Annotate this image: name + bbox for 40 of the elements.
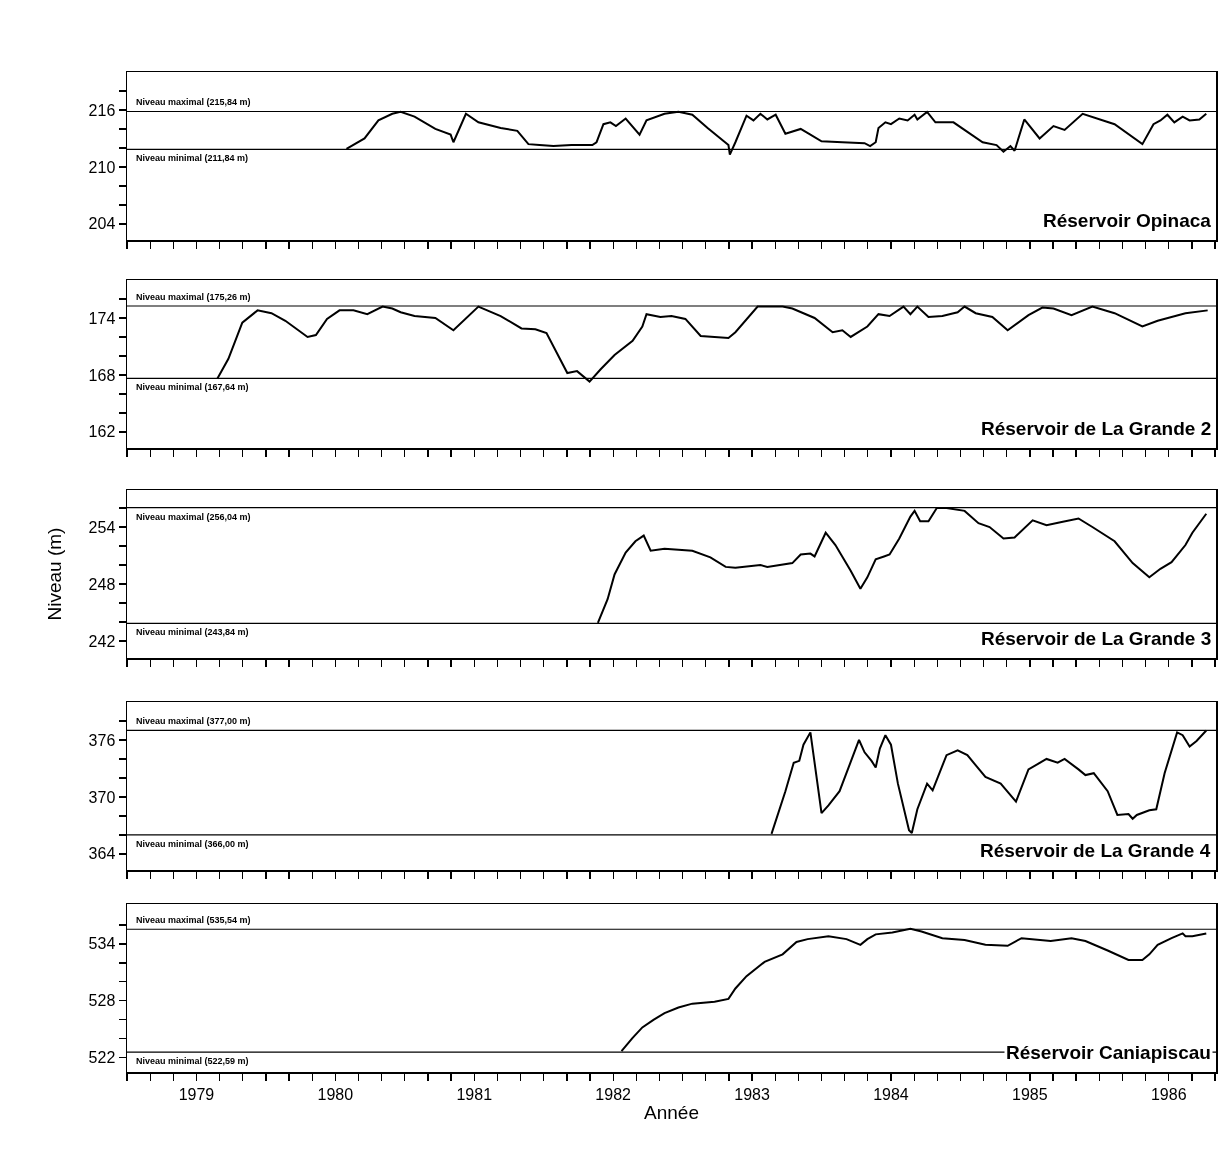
ref-line-label: Niveau maximal (535,54 m) [136,915,251,925]
ref-line-label: Niveau maximal (256,04 m) [136,512,251,522]
x-tick-label: 1984 [873,1085,909,1103]
ref-line-label: Niveau minimal (211,84 m) [136,153,249,163]
x-tick-label: 1980 [317,1085,354,1103]
x-tick-label: 1986 [1150,1085,1187,1103]
text: Réservoir Caniapiscau [1006,1042,1211,1063]
x-tick-label: 1982 [595,1085,632,1103]
y-tick-label: 254 [88,518,116,536]
ref-line-label: Niveau maximal (215,84 m) [136,97,251,107]
ref-line-label: Niveau minimal (167,64 m) [136,382,249,392]
y-tick-label: 534 [88,935,116,953]
x-tick-label: 1981 [456,1085,493,1103]
x-tick-label: 1983 [734,1085,770,1103]
ref-line-label: Niveau minimal (243,84 m) [136,627,249,637]
x-tick-label: 1979 [178,1085,215,1103]
y-tick-label: 204 [88,215,116,233]
ref-line-label: Niveau maximal (175,26 m) [136,292,251,302]
x-axis-title: Année [644,1102,699,1124]
y-tick-label: 248 [88,575,116,593]
y-tick-label: 370 [88,788,116,806]
y-tick-label: 376 [88,731,116,749]
ref-line-label: Niveau maximal (377,00 m) [136,716,251,726]
y-tick-label: 162 [88,423,116,441]
y-tick-label: 242 [88,632,116,650]
y-tick-label: 168 [88,366,116,384]
y-tick-label: 174 [88,309,116,327]
ref-line-label: Niveau minimal (366,00 m) [136,839,249,849]
x-tick-label: 1985 [1012,1085,1048,1103]
text: Réservoir de La Grande 4 [980,840,1211,861]
ref-line-label: Niveau minimal (522,59 m) [136,1056,249,1066]
y-tick-label: 522 [88,1049,116,1067]
y-axis-title: Niveau (m) [43,527,65,621]
text: Réservoir de La Grande 3 [981,628,1212,649]
text: Réservoir Opinaca [1043,210,1212,231]
text: Réservoir de La Grande 2 [981,418,1212,439]
y-tick-label: 216 [88,101,116,119]
y-tick-label: 364 [88,845,116,863]
y-tick-label: 210 [88,158,116,176]
y-tick-label: 528 [88,992,116,1010]
